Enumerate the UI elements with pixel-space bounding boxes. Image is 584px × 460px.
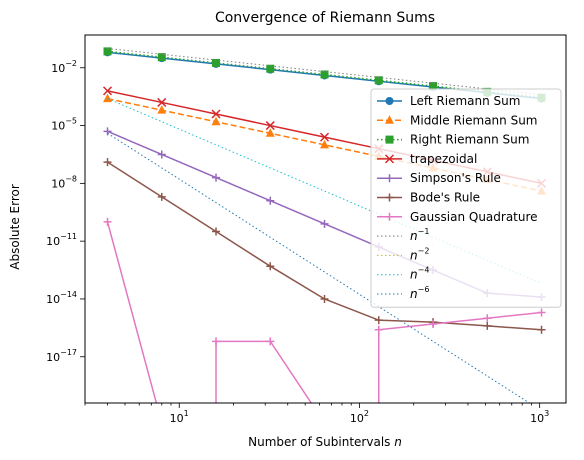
legend-label: Left Riemann Sum (410, 94, 520, 108)
series-5 (103, 158, 546, 334)
x-tick-label: 102 (350, 409, 369, 425)
data-point (212, 173, 221, 182)
y-axis-label: Absolute Error (8, 184, 22, 270)
y-tick-label: 10−2 (51, 59, 77, 75)
legend-label: n−6 (410, 285, 429, 301)
plot-frame (84, 34, 567, 404)
legend-entry: Bode's Rule (377, 191, 480, 205)
legend-box (370, 88, 562, 308)
data-point (212, 58, 221, 67)
data-point (429, 82, 438, 91)
axis-ticks: 101 102 103 10−2 10−5 10−8 10−11 10−14 10−17 (46, 59, 549, 425)
legend: Left Riemann Sum Middle Riemann Sum Right … (370, 88, 562, 308)
data-point (320, 294, 329, 303)
legend-label: Right Riemann Sum (410, 133, 529, 147)
legend-marker (385, 174, 394, 183)
legend-label: Gaussian Quadrature (410, 210, 538, 224)
data-point (266, 262, 275, 271)
data-point (537, 308, 546, 317)
legend-entry: n−2 (377, 246, 429, 262)
legend-label: Middle Riemann Sum (410, 113, 538, 127)
data-point (103, 158, 112, 167)
data-point (157, 105, 167, 114)
data-point (265, 121, 275, 131)
legend-entry: Simpson's Rule (377, 171, 501, 185)
legend-label: n−1 (410, 227, 429, 243)
legend-entry: n−1 (377, 227, 429, 243)
data-point (483, 321, 492, 330)
legend-entry: Middle Riemann Sum (377, 113, 538, 127)
x-axis-label: Number of Subintervals n (248, 435, 402, 449)
data-point (320, 219, 329, 228)
series-10 (107, 132, 531, 403)
data-point (265, 128, 275, 137)
series-7 (107, 47, 542, 96)
series-line (107, 50, 542, 99)
legend-marker (385, 115, 394, 124)
data-point (103, 127, 112, 136)
legend-entry: n−6 (377, 285, 429, 301)
data-point (266, 196, 275, 205)
data-point (157, 97, 167, 107)
data-point (157, 192, 166, 201)
y-tick-label: 10−14 (46, 290, 77, 306)
y-tick-label: 10−5 (51, 117, 77, 133)
data-point (102, 86, 113, 96)
legend-label: Simpson's Rule (410, 171, 501, 185)
legend-marker (385, 193, 394, 202)
data-point (374, 76, 383, 85)
x-tick-label: 103 (530, 409, 549, 425)
data-point (211, 109, 221, 119)
legend-marker (385, 135, 394, 144)
series-line (107, 132, 531, 403)
legend-entry: trapezoidal (377, 152, 477, 166)
x-tick-label: 101 (170, 409, 189, 425)
legend-marker (385, 97, 394, 105)
data-point (103, 93, 113, 103)
legend-marker (384, 154, 395, 164)
legend-label: n−2 (410, 246, 429, 262)
data-point (320, 139, 330, 149)
data-point (157, 53, 166, 62)
data-point (320, 70, 329, 79)
y-tick-label: 10−8 (51, 174, 77, 190)
legend-label: trapezoidal (410, 152, 477, 166)
series-6 (103, 217, 546, 403)
data-point (266, 64, 275, 73)
legend-entry: Left Riemann Sum (377, 94, 520, 108)
y-tick-label: 10−17 (46, 348, 77, 364)
data-point (266, 337, 275, 346)
y-tick-label: 10−11 (46, 232, 77, 248)
data-point (319, 132, 330, 142)
legend-label: Bode's Rule (410, 191, 480, 205)
data-point (212, 337, 221, 346)
data-point (429, 320, 438, 329)
data-point (157, 150, 166, 159)
legend-entry: Gaussian Quadrature (377, 210, 538, 224)
legend-label: n−4 (410, 266, 429, 282)
data-point (212, 227, 221, 236)
legend-entry: Right Riemann Sum (377, 133, 529, 147)
data-point (537, 325, 546, 334)
legend-marker (385, 212, 394, 221)
data-point (103, 47, 112, 56)
data-point (211, 116, 221, 126)
data-point (374, 316, 383, 325)
data-point (103, 217, 112, 226)
data-point (374, 325, 383, 334)
legend-entry: n−4 (377, 266, 429, 282)
series-line (107, 47, 542, 96)
chart-title: Convergence of Riemann Sums (215, 10, 435, 26)
data-point (483, 314, 492, 323)
